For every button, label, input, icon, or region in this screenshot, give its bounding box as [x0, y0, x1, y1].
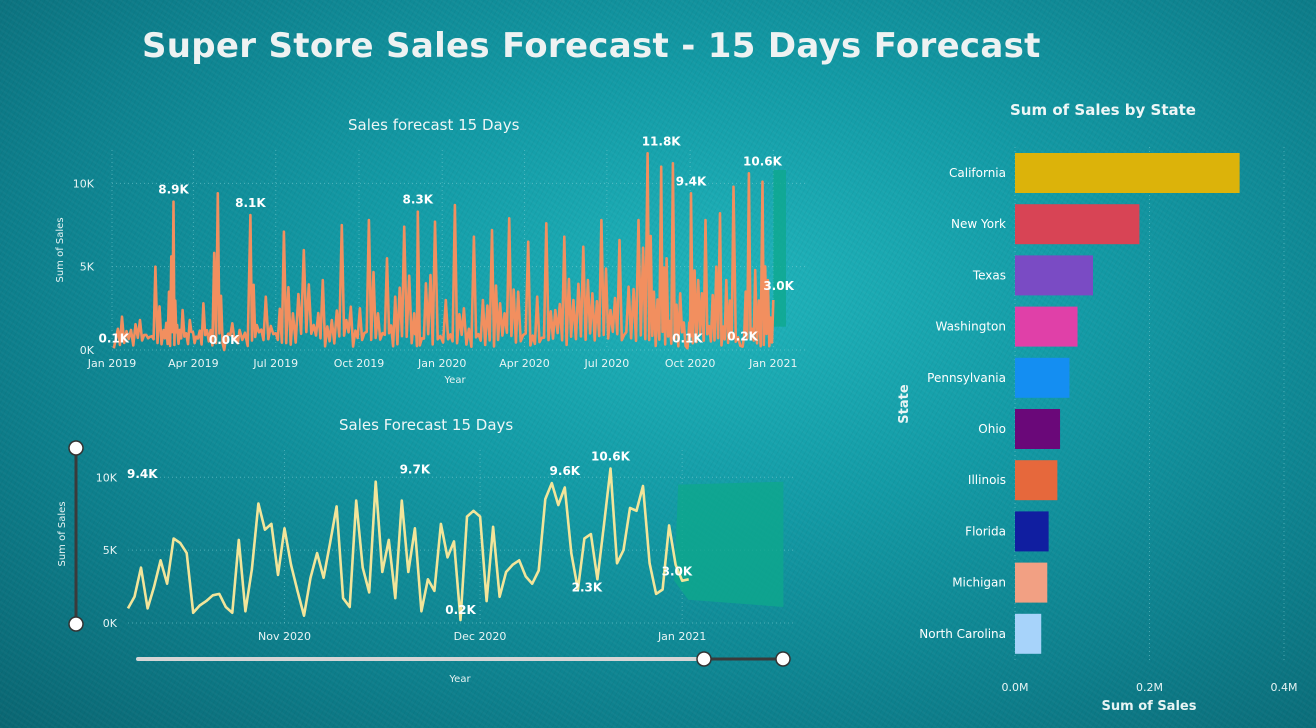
chart1-xtick: Oct 2020 [665, 357, 716, 370]
chart2-ytick: 10K [96, 471, 118, 484]
chart2-title: Sales Forecast 15 Days [339, 416, 514, 434]
state-bar [1015, 613, 1042, 654]
chart3-xtick: 0.4M [1271, 681, 1298, 694]
chart1-data-label: 0.0K [209, 333, 240, 347]
state-bar [1015, 511, 1049, 552]
state-bar [1015, 153, 1240, 193]
chart2-ytick: 5K [103, 544, 118, 557]
state-label: California [949, 166, 1006, 180]
x-range-slider-start-handle[interactable] [696, 651, 712, 667]
state-label: Washington [935, 320, 1006, 334]
chart1-data-label: 8.1K [235, 196, 266, 210]
chart3-ylabel: State [897, 384, 912, 424]
chart1-data-label: 8.3K [403, 193, 434, 207]
chart3-title: Sum of Sales by State [1010, 101, 1196, 119]
chart1-data-label: 0.1K [99, 331, 130, 345]
state-bar [1015, 255, 1094, 296]
chart3-xtick: 0.0M [1002, 681, 1029, 694]
chart2-data-label: 9.4K [127, 467, 158, 481]
chart2-data-label: 3.0K [662, 564, 693, 578]
chart1-xtick: Jul 2020 [583, 357, 629, 370]
chart1-ytick: 10K [73, 177, 95, 190]
chart1-series-line [112, 152, 775, 352]
chart2-data-label: 0.2K [445, 603, 476, 617]
state-label: Pennsylvania [927, 371, 1006, 385]
chart1-xtick: Jan 2020 [417, 357, 466, 370]
chart2-xtick: Nov 2020 [258, 630, 311, 643]
chart2-data-label: 9.7K [400, 463, 431, 477]
chart1-xtick: Jan 2019 [87, 357, 136, 370]
chart2-data-label: 2.3K [572, 580, 603, 594]
chart3-xtick: 0.2M [1136, 681, 1163, 694]
y-range-slider-top-handle[interactable] [68, 440, 84, 456]
chart1-ytick: 0K [80, 344, 95, 357]
chart1-data-label: 0.2K [727, 330, 758, 344]
chart1-data-label: 3.0K [763, 279, 794, 293]
y-range-slider-bottom-handle[interactable] [68, 616, 84, 632]
chart1-data-label: 0.1K [672, 331, 703, 345]
state-label: North Carolina [919, 627, 1006, 641]
chart1-xtick: Jan 2021 [748, 357, 797, 370]
chart2-data-label: 9.6K [550, 464, 581, 478]
state-bar [1015, 562, 1048, 603]
state-label: Texas [972, 268, 1006, 282]
chart2-ylabel: Sum of Sales [57, 501, 68, 566]
chart2-xtick: Dec 2020 [454, 630, 507, 643]
chart1-xtick: Oct 2019 [334, 357, 385, 370]
chart1-data-label: 11.8K [642, 134, 682, 148]
state-label: Ohio [978, 422, 1006, 436]
state-label: Illinois [968, 473, 1006, 487]
chart1-ytick: 5K [80, 261, 95, 274]
page-title: Super Store Sales Forecast - 15 Days For… [142, 26, 1041, 66]
chart1-xtick: Jul 2019 [252, 357, 298, 370]
state-bar [1015, 409, 1061, 449]
state-bar [1015, 204, 1140, 245]
chart2-xlabel: Year [448, 674, 471, 685]
state-label: Florida [965, 524, 1006, 538]
chart1-data-label: 10.6K [743, 154, 783, 168]
chart3-xlabel: Sum of Sales [1102, 699, 1197, 714]
chart2-ytick: 0K [103, 617, 118, 630]
chart2-data-label: 10.6K [591, 450, 631, 464]
state-bar [1015, 460, 1058, 501]
chart1-xlabel: Year [443, 375, 466, 386]
chart2-series-line [126, 467, 689, 622]
chart1-forecast-band [773, 170, 786, 327]
chart1-ylabel: Sum of Sales [55, 217, 66, 282]
x-range-slider-end-handle[interactable] [775, 651, 791, 667]
chart2-forecast-band [674, 481, 784, 607]
chart2-xtick: Jan 2021 [657, 630, 706, 643]
chart1-data-label: 8.9K [158, 183, 189, 197]
chart1-data-label: 9.4K [676, 174, 707, 188]
chart1-xtick: Apr 2020 [499, 357, 550, 370]
state-bar [1015, 357, 1070, 398]
state-label: Michigan [952, 576, 1006, 590]
chart1-xtick: Apr 2019 [168, 357, 219, 370]
chart1-title: Sales forecast 15 Days [348, 116, 520, 134]
state-bar [1015, 306, 1078, 347]
state-label: New York [951, 217, 1006, 231]
